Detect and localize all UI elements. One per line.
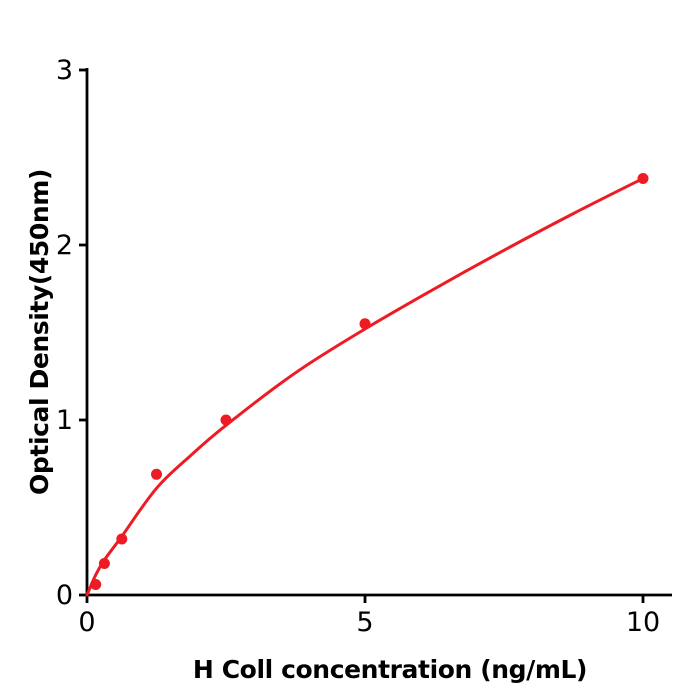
data-point	[359, 318, 371, 330]
y-tick-label: 3	[56, 55, 73, 86]
y-tick-label: 1	[56, 405, 73, 436]
data-point	[220, 414, 232, 426]
data-point	[116, 533, 128, 545]
x-axis-title: H Coll concentration (ng/mL)	[193, 655, 587, 684]
x-axis-ticks: 0 5 10	[78, 595, 660, 638]
y-tick-label: 0	[56, 580, 73, 611]
y-axis-title: Optical Density(450nm)	[25, 169, 54, 495]
x-tick-label: 0	[78, 607, 95, 638]
fit-curve-line	[85, 177, 645, 597]
x-tick-label: 10	[626, 607, 660, 638]
x-tick-label: 5	[356, 607, 373, 638]
data-point	[98, 558, 110, 569]
scatter-points	[90, 173, 649, 590]
data-point	[637, 173, 649, 184]
data-point	[151, 468, 162, 480]
y-tick-label: 2	[56, 230, 73, 261]
data-point	[90, 579, 102, 590]
y-axis-ticks: 0 1 2 3	[56, 55, 87, 611]
